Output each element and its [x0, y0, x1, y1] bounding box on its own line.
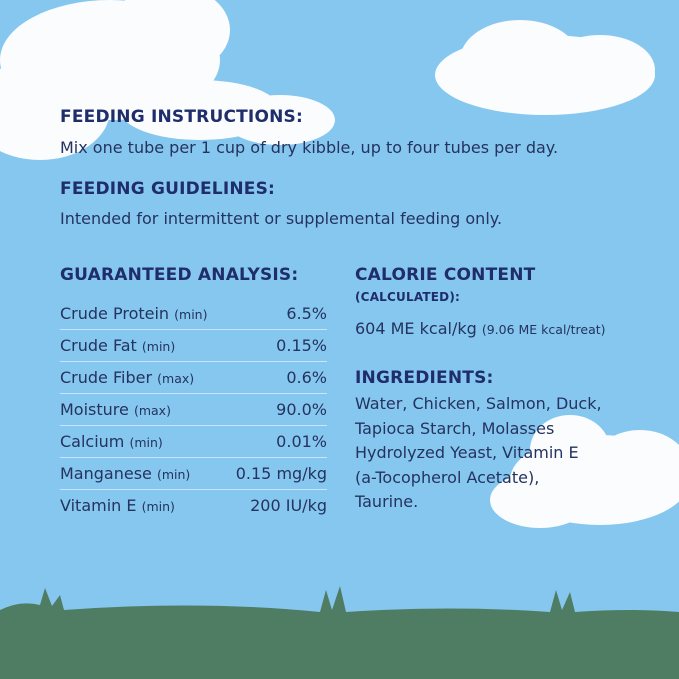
cloud: [435, 20, 655, 115]
calorie-line: 604 ME kcal/kg (9.06 ME kcal/treat): [355, 319, 606, 338]
calorie-note: (9.06 ME kcal/treat): [481, 322, 606, 337]
nutrient-qualifier: (min): [174, 307, 208, 322]
nutrient: Vitamin E (min): [60, 496, 175, 515]
nutrient-qualifier: (min): [141, 499, 175, 514]
nutrient: Moisture (max): [60, 400, 171, 419]
cloud: [490, 415, 679, 528]
nutrient-value: 0.01%: [276, 432, 327, 451]
nutrient: Crude Protein (min): [60, 304, 207, 323]
nutrient-qualifier: (max): [133, 403, 171, 418]
grass: [0, 586, 679, 679]
nutrient: Crude Fat (min): [60, 336, 175, 355]
analysis-row: Crude Fiber (max) 0.6%: [60, 362, 327, 394]
ingredients-text: Water, Chicken, Salmon, Duck, Tapioca St…: [355, 394, 602, 511]
nutrient: Calcium (min): [60, 432, 163, 451]
analysis-row: Vitamin E (min) 200 IU/kg: [60, 490, 327, 521]
nutrient: Manganese (min): [60, 464, 190, 483]
section-title: FEEDING INSTRUCTIONS:: [60, 107, 303, 127]
analysis-row: Crude Protein (min) 6.5%: [60, 298, 327, 330]
analysis-table: Crude Protein (min) 6.5% Crude Fat (min) 0.…: [60, 298, 327, 521]
analysis-row: Manganese (min) 0.15 mg/kg: [60, 458, 327, 490]
nutrient-value: 6.5%: [286, 304, 327, 323]
section-text: Intended for intermittent or supplementa…: [60, 209, 503, 228]
nutrient: Crude Fiber (max): [60, 368, 194, 387]
section-title: CALORIE CONTENT: [355, 265, 536, 285]
section-subtitle: (CALCULATED):: [355, 290, 461, 304]
nutrient-value: 0.6%: [286, 368, 327, 387]
nutrient-value: 200 IU/kg: [250, 496, 327, 515]
nutrient-qualifier: (min): [129, 435, 163, 450]
nutrient-name: Moisture: [60, 400, 129, 419]
nutrient-name: Crude Fat: [60, 336, 137, 355]
nutrient-name: Vitamin E: [60, 496, 137, 515]
analysis-row: Crude Fat (min) 0.15%: [60, 330, 327, 362]
nutrient-value: 0.15%: [276, 336, 327, 355]
nutrient-name: Manganese: [60, 464, 152, 483]
nutrient-name: Crude Fiber: [60, 368, 153, 387]
nutrient-qualifier: (min): [156, 467, 191, 482]
nutrient-value: 90.0%: [276, 400, 327, 419]
nutrient-value: 0.15 mg/kg: [235, 464, 327, 483]
cloud: [0, 0, 335, 160]
section-title: FEEDING GUIDELINES:: [60, 179, 276, 199]
nutrient-qualifier: (min): [141, 339, 176, 354]
analysis-row: Calcium (min) 0.01%: [60, 426, 327, 458]
analysis-row: Moisture (max) 90.0%: [60, 394, 327, 426]
section-title: INGREDIENTS:: [355, 368, 494, 388]
nutrient-qualifier: (max): [157, 371, 195, 386]
section-text: Mix one tube per 1 cup of dry kibble, up…: [60, 138, 559, 157]
nutrient-name: Calcium: [60, 432, 125, 451]
calorie-value: 604 ME kcal/kg: [355, 319, 477, 338]
section-title: GUARANTEED ANALYSIS:: [60, 265, 299, 285]
nutrient-name: Crude Protein: [60, 304, 170, 323]
